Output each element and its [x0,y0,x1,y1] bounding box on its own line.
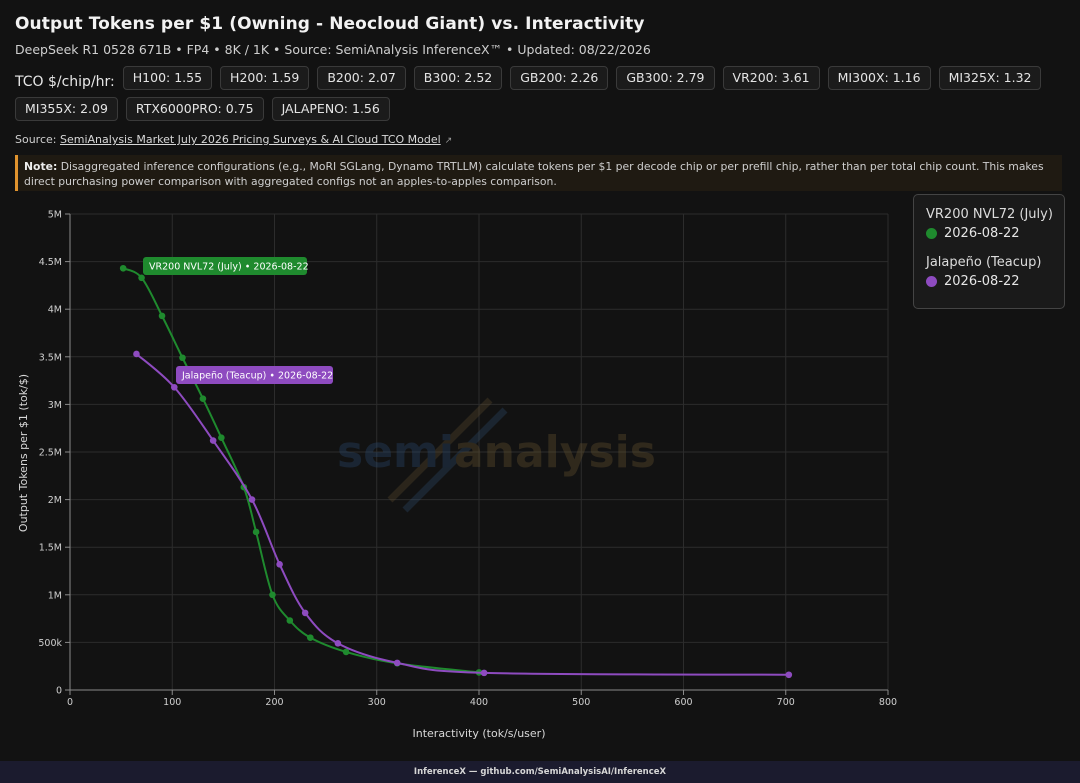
y-tick-label: 1.5M [39,543,62,554]
watermark-text-analysis: analysis [454,427,656,478]
source-line: Source: SemiAnalysis Market July 2026 Pr… [15,133,452,146]
y-tick-label: 500k [38,638,62,649]
data-point [286,617,294,624]
note-label: Note: [24,160,58,173]
series-label-text: Jalapeño (Teacup) • 2026-08-22 [181,371,333,382]
y-tick-label: 2M [48,495,62,506]
watermark-stripes-icon [387,397,508,513]
watermark-logo: semianalysis [337,397,656,513]
x-tick-label: 0 [67,697,73,708]
chart-header: Output Tokens per $1 (Owning - Neocloud … [15,14,1067,57]
svg-text:semianalysis: semianalysis [337,427,656,478]
tco-chip-gb300: GB300: 2.79 [616,66,715,90]
x-axis-label: Interactivity (tok/s/user) [413,727,546,740]
y-tick-label: 1M [48,590,62,601]
series-label-tag: VR200 NVL72 (July) • 2026-08-22 [143,257,309,275]
tco-chip-row: TCO $/chip/hr: H100: 1.55 H200: 1.59 B20… [15,66,1067,128]
legend-item-label: 2026-08-22 [944,274,1020,289]
source-link[interactable]: SemiAnalysis Market July 2026 Pricing Su… [60,133,441,146]
footer-text[interactable]: InferenceX — github.com/SemiAnalysisAI/I… [413,767,667,777]
y-axis-label: Output Tokens per $1 (tok/$) [17,374,30,532]
x-tick-label: 200 [265,697,283,708]
tco-chip-gb200: GB200: 2.26 [510,66,609,90]
series-label-bg [176,366,333,384]
external-link-icon[interactable]: ↗ [444,136,453,146]
chart-series [119,264,793,679]
tco-chip-h200: H200: 1.59 [220,66,310,90]
watermark-text-semi: semi [337,427,454,478]
tco-chip-jalapeno: JALAPENO: 1.56 [271,97,390,121]
tco-chip-b200: B200: 2.07 [317,66,406,90]
x-tick-label: 500 [572,697,590,708]
tco-chip-b300: B300: 2.52 [413,66,503,90]
y-tick-label: 4M [48,305,62,316]
footer-bar: InferenceX — github.com/SemiAnalysisAI/I… [0,761,1080,783]
data-point [133,350,140,358]
x-tick-label: 800 [879,697,897,708]
data-point [209,437,217,444]
legend-group-vr200[interactable]: VR200 NVL72 (July) 2026-08-22 [926,207,1064,241]
chart-title: Output Tokens per $1 (Owning - Neocloud … [15,14,645,34]
chart-legend: VR200 NVL72 (July) 2026-08-22 Jalapeño (… [913,194,1065,309]
note-banner: Note: Disaggregated inference configurat… [15,155,1062,191]
chart-series-labels: VR200 NVL72 (July) • 2026-08-22 Jalapeño … [143,257,333,384]
data-point [785,671,793,679]
data-point [138,274,145,282]
series-jalapeno [133,350,793,679]
y-tick-label: 0 [56,686,62,697]
tco-chip-vr200: VR200: 3.61 [722,66,820,90]
x-tick-label: 700 [777,697,795,708]
tco-chip-mi355x: MI355X: 2.09 [15,97,118,121]
x-tick-label: 100 [163,697,181,708]
data-point [393,659,401,667]
y-tick-label: 4.5M [39,257,62,268]
y-tick-label: 3.5M [39,352,62,363]
legend-dot-icon [926,228,937,239]
tco-chip-h100: H100: 1.55 [122,66,213,90]
data-point [334,640,342,647]
data-point [170,383,178,391]
data-point [158,312,166,320]
data-point [119,264,127,272]
series-label-text: VR200 NVL72 (July) • 2026-08-22 [149,262,309,273]
legend-dot-icon [926,276,937,287]
legend-group-jalapeno[interactable]: Jalapeño (Teacup) 2026-08-22 [926,255,1064,289]
data-point [480,669,488,677]
chart-axes: 0 100 200 300 400 500 600 700 800 0 500k 1M 1.5M 2M 2.… [38,210,897,709]
legend-item-vr200[interactable]: 2026-08-22 [926,226,1064,241]
tco-chip-rtx6000pro: RTX6000PRO: 0.75 [125,97,264,121]
series-line [135,353,789,676]
x-tick-label: 300 [368,697,386,708]
chart-subtitle: DeepSeek R1 0528 671B • FP4 • 8K / 1K • … [15,42,651,57]
y-tick-label: 3M [48,400,62,411]
legend-title-jalapeno: Jalapeño (Teacup) [926,255,1042,270]
series-label-tag: Jalapeño (Teacup) • 2026-08-22 [176,366,333,384]
data-point [306,634,314,641]
x-tick-label: 600 [674,697,692,708]
data-point [301,609,309,617]
tco-chip-mi325x: MI325X: 1.32 [938,66,1042,90]
data-point [342,648,350,656]
data-point [218,434,225,442]
source-prefix: Source: [15,133,57,146]
tco-label: TCO $/chip/hr: [15,73,115,90]
data-point [248,496,256,503]
series-label-bg [143,257,307,275]
y-tick-label: 5M [48,210,62,221]
y-tick-label: 2.5M [39,448,62,459]
data-point [269,591,276,599]
data-point [252,528,260,536]
legend-item-label: 2026-08-22 [944,226,1020,241]
x-tick-label: 400 [470,697,488,708]
data-point [276,561,283,568]
tco-chip-mi300x: MI300X: 1.16 [827,66,931,90]
legend-item-jalapeno[interactable]: 2026-08-22 [926,274,1064,289]
data-point [199,395,207,402]
data-point [179,354,186,362]
legend-title-vr200: VR200 NVL72 (July) [926,207,1053,222]
note-text: Disaggregated inference configurations (… [24,160,1044,188]
